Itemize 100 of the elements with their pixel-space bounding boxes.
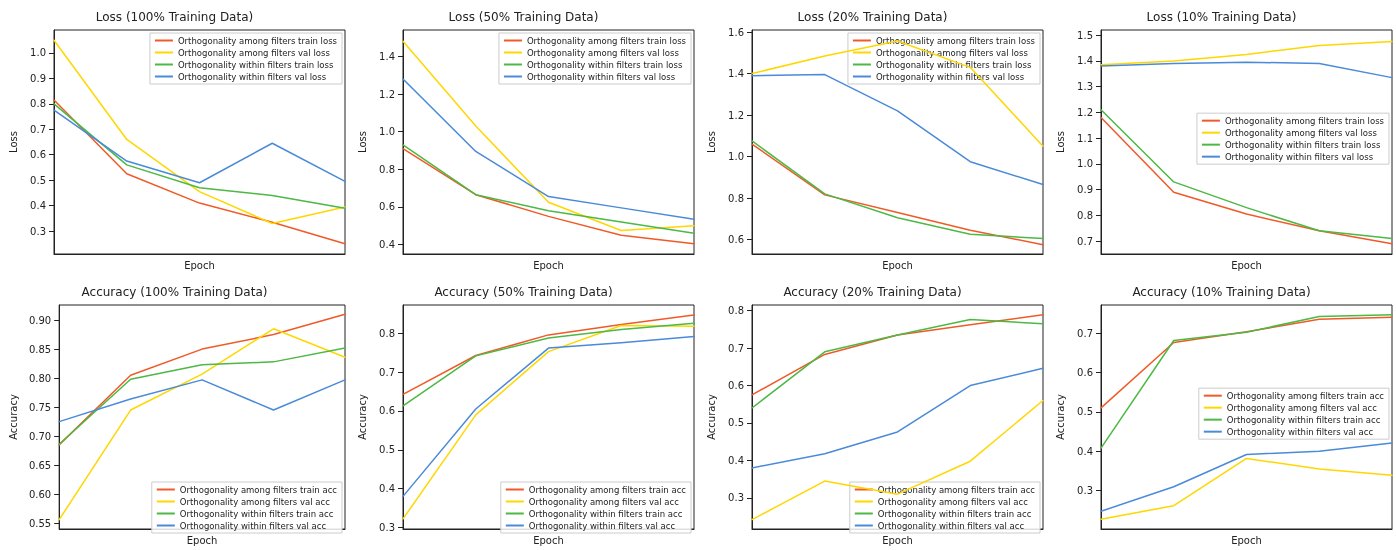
y-tick-label: 0.85 — [28, 343, 52, 355]
legend-label: Orthogonality among filters train acc — [179, 484, 338, 495]
legend-label: Orthogonality within filters train loss — [177, 59, 334, 70]
chart-title: Loss (10% Training Data) — [1146, 10, 1297, 24]
legend-label: Orthogonality among filters train acc — [528, 484, 687, 495]
x-axis-title: Epoch — [882, 259, 913, 271]
y-tick-label: 0.3 — [1077, 485, 1093, 497]
y-tick-label: 0.55 — [28, 517, 52, 529]
y-tick-label: 1.2 — [1077, 106, 1093, 118]
line-series — [1100, 40, 1393, 66]
legend-label: Orthogonality within filters train loss — [526, 59, 683, 70]
y-tick-label: 0.7 — [379, 366, 395, 378]
x-axis-title: Epoch — [533, 259, 564, 271]
legend-label: Orthogonality within filters val loss — [526, 71, 676, 82]
line-series — [1100, 442, 1393, 512]
line-series — [751, 73, 1044, 186]
x-axis-title: Epoch — [186, 534, 218, 546]
line-series — [53, 99, 346, 245]
line-series — [751, 318, 1044, 409]
y-tick-label: 1.0 — [379, 126, 395, 138]
y-axis-title: Loss — [705, 131, 717, 153]
line-series — [53, 39, 346, 225]
line-series — [58, 347, 346, 446]
x-axis-title: Epoch — [1231, 534, 1262, 546]
legend-label: Orthogonality among filters train loss — [875, 35, 1036, 46]
legend-label: Orthogonality within filters train loss — [875, 59, 1032, 70]
y-axis-title: Accuracy — [705, 394, 717, 440]
y-tick-label: 0.8 — [728, 192, 744, 204]
y-axis-title: Loss — [7, 131, 19, 153]
y-tick-label: 0.8 — [379, 327, 395, 339]
chart-title: Accuracy (50% Training Data) — [434, 285, 613, 299]
line-series — [402, 322, 695, 407]
y-tick-label: 0.4 — [379, 483, 395, 495]
y-tick-label: 0.6 — [30, 149, 46, 161]
y-tick-label: 1.0 — [30, 47, 46, 59]
line-series — [402, 314, 695, 396]
y-tick-label: 0.3 — [30, 225, 46, 237]
y-tick-label: 0.9 — [1077, 184, 1093, 196]
y-tick-label: 1.4 — [728, 68, 744, 80]
line-series — [402, 335, 695, 498]
y-tick-label: 0.6 — [728, 380, 744, 392]
y-tick-label: 1.4 — [1077, 55, 1093, 67]
y-axis-title: Loss — [1054, 131, 1066, 153]
y-tick-label: 0.9 — [30, 72, 46, 84]
legend-label: Orthogonality within filters val loss — [1224, 151, 1374, 162]
y-tick-label: 1.6 — [728, 26, 744, 38]
y-tick-label: 0.70 — [28, 430, 52, 442]
legend-label: Orthogonality within filters train acc — [877, 508, 1032, 519]
line-series — [58, 328, 346, 521]
y-tick-label: 1.1 — [1077, 132, 1093, 144]
y-axis-title: Accuracy — [1054, 394, 1066, 440]
chart-title: Loss (100% Training Data) — [95, 10, 254, 24]
legend-label: Orthogonality among filters train loss — [1224, 115, 1385, 126]
line-series — [1100, 314, 1393, 449]
legend-label: Orthogonality within filters val acc — [528, 520, 676, 531]
y-tick-label: 0.6 — [379, 405, 395, 417]
y-axis-title: Accuracy — [356, 394, 368, 440]
chart-title: Accuracy (10% Training Data) — [1132, 285, 1311, 299]
legend-label: Orthogonality among filters train loss — [177, 35, 338, 46]
y-tick-label: 0.5 — [728, 417, 744, 429]
legend-label: Orthogonality within filters val acc — [877, 520, 1025, 531]
y-tick-label: 1.3 — [1077, 81, 1093, 93]
y-axis-title: Loss — [356, 131, 368, 153]
y-tick-label: 0.8 — [1077, 209, 1093, 221]
y-tick-label: 0.8 — [379, 163, 395, 175]
y-tick-label: 0.4 — [30, 200, 46, 212]
y-tick-label: 0.90 — [28, 314, 52, 326]
chart-title: Loss (50% Training Data) — [448, 10, 599, 24]
legend-label: Orthogonality among filters val loss — [1224, 127, 1378, 138]
legend-label: Orthogonality within filters train acc — [1226, 414, 1381, 425]
y-tick-label: 0.7 — [1077, 327, 1093, 339]
line-series — [402, 324, 695, 520]
line-series — [751, 399, 1044, 521]
legend-label: Orthogonality within filters val acc — [179, 520, 327, 531]
x-axis-title: Epoch — [533, 534, 564, 546]
y-tick-label: 0.60 — [28, 488, 52, 500]
line-series — [53, 103, 346, 209]
y-tick-label: 1.2 — [728, 109, 744, 121]
line-series — [58, 379, 346, 423]
y-tick-label: 0.3 — [379, 521, 395, 533]
y-tick-label: 1.2 — [379, 88, 395, 100]
y-tick-label: 0.75 — [28, 401, 52, 413]
legend-label: Orthogonality among filters val acc — [179, 496, 331, 507]
line-series — [53, 109, 346, 184]
y-tick-label: 0.8 — [30, 98, 46, 110]
legend-label: Orthogonality within filters train acc — [179, 508, 334, 519]
y-tick-label: 1.0 — [1077, 158, 1093, 170]
y-tick-label: 0.8 — [728, 305, 744, 317]
y-tick-label: 0.7 — [1077, 235, 1093, 247]
line-series — [1100, 61, 1393, 79]
chart-title: Accuracy (20% Training Data) — [783, 285, 962, 299]
y-tick-label: 1.0 — [728, 151, 744, 163]
y-tick-label: 0.6 — [379, 201, 395, 213]
y-tick-label: 0.7 — [30, 123, 46, 135]
legend-label: Orthogonality among filters train acc — [1226, 390, 1385, 401]
y-tick-label: 0.80 — [28, 372, 52, 384]
x-axis-title: Epoch — [882, 534, 913, 546]
legend-label: Orthogonality among filters val loss — [526, 47, 680, 58]
legend-label: Orthogonality within filters val acc — [1226, 426, 1374, 437]
chart-title: Accuracy (100% Training Data) — [81, 285, 268, 299]
